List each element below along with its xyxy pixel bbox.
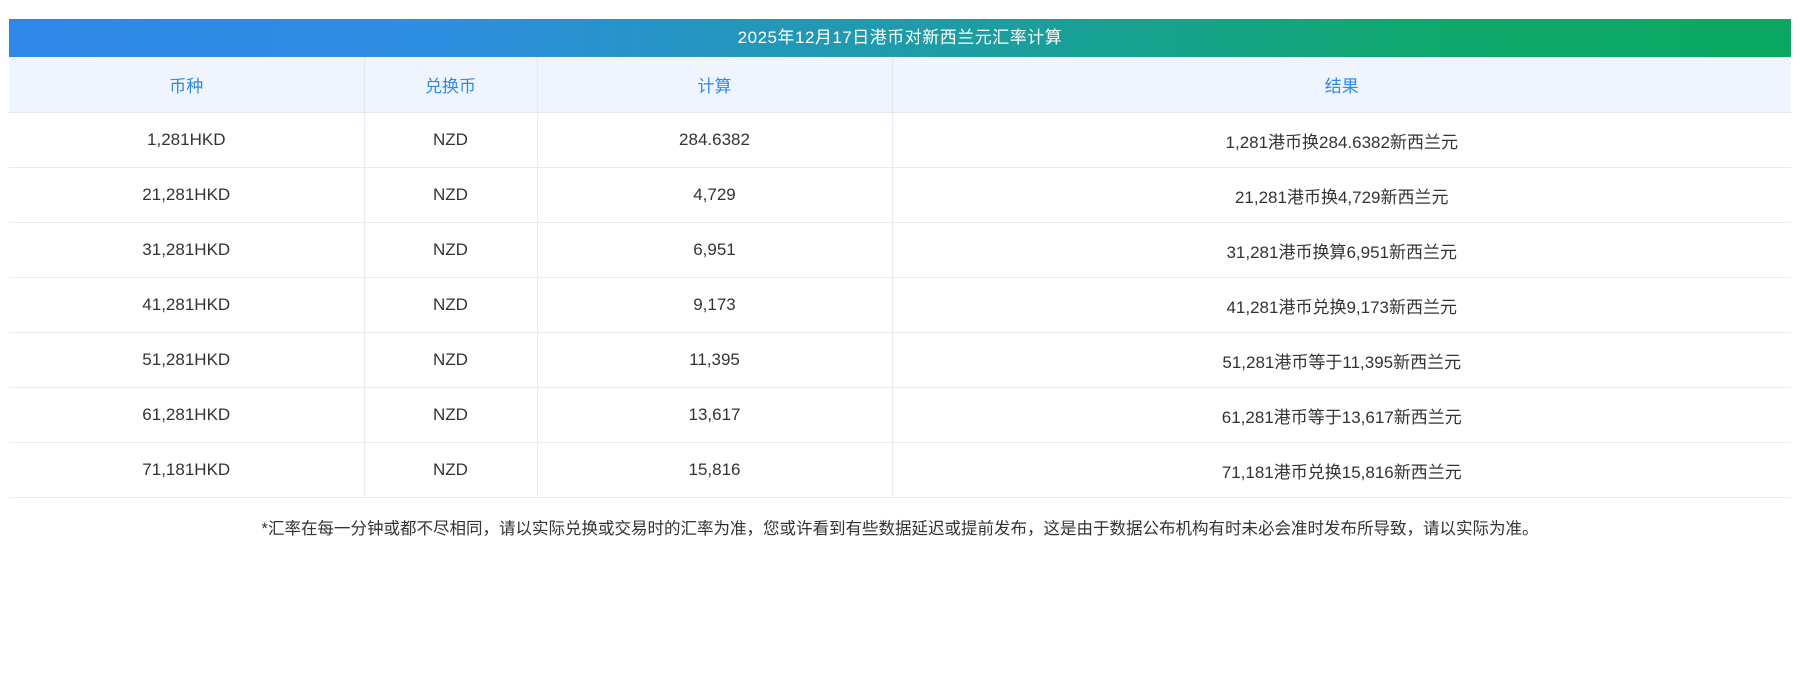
cell-calculation: 4,729: [537, 167, 893, 223]
cell-target-currency: NZD: [364, 222, 538, 278]
cell-result: 51,281港币等于11,395新西兰元: [892, 332, 1791, 388]
column-header-currency: 币种: [9, 57, 365, 113]
cell-result: 61,281港币等于13,617新西兰元: [892, 387, 1791, 443]
cell-target-currency: NZD: [364, 167, 538, 223]
exchange-rate-page: S 南方财富网 outhmoney.com 2025年12月17日港币对新西兰元…: [0, 19, 1800, 691]
cell-currency: 41,281HKD: [9, 277, 365, 333]
footer-disclaimer: *汇率在每一分钟或都不尽相同，请以实际兑换或交易时的汇率为准，您或许看到有些数据…: [261, 520, 1539, 538]
cell-result: 31,281港币换算6,951新西兰元: [892, 222, 1791, 278]
cell-currency: 71,181HKD: [9, 442, 365, 498]
column-header-result: 结果: [892, 57, 1791, 113]
cell-result: 1,281港币换284.6382新西兰元: [892, 112, 1791, 168]
cell-target-currency: NZD: [364, 442, 538, 498]
cell-calculation: 13,617: [537, 387, 893, 443]
cell-target-currency: NZD: [364, 277, 538, 333]
column-header-target-currency: 兑换币: [364, 57, 538, 113]
cell-currency: 61,281HKD: [9, 387, 365, 443]
column-header-calculation: 计算: [537, 57, 893, 113]
table-row: 61,281HKD NZD 13,617 61,281港币等于13,617新西兰…: [9, 387, 1791, 443]
cell-currency: 51,281HKD: [9, 332, 365, 388]
table-row: 1,281HKD NZD 284.6382 1,281港币换284.6382新西…: [9, 112, 1791, 168]
table-row: 41,281HKD NZD 9,173 41,281港币兑换9,173新西兰元: [9, 277, 1791, 333]
table-row: 21,281HKD NZD 4,729 21,281港币换4,729新西兰元: [9, 167, 1791, 223]
exchange-rate-table: 币种 兑换币 计算 结果 1,281HKD NZD 284.6382 1,281…: [9, 57, 1791, 498]
cell-result: 71,181港币兑换15,816新西兰元: [892, 442, 1791, 498]
table-body: 1,281HKD NZD 284.6382 1,281港币换284.6382新西…: [9, 112, 1791, 498]
cell-calculation: 15,816: [537, 442, 893, 498]
cell-currency: 21,281HKD: [9, 167, 365, 223]
cell-currency: 1,281HKD: [9, 112, 365, 168]
cell-target-currency: NZD: [364, 112, 538, 168]
table-header: 币种 兑换币 计算 结果: [9, 57, 1791, 113]
cell-calculation: 284.6382: [537, 112, 893, 168]
cell-target-currency: NZD: [364, 387, 538, 443]
cell-calculation: 11,395: [537, 332, 893, 388]
cell-calculation: 6,951: [537, 222, 893, 278]
cell-target-currency: NZD: [364, 332, 538, 388]
table-row: 51,281HKD NZD 11,395 51,281港币等于11,395新西兰…: [9, 332, 1791, 388]
page-title: 2025年12月17日港币对新西兰元汇率计算: [9, 19, 1791, 57]
cell-currency: 31,281HKD: [9, 222, 365, 278]
cell-result: 41,281港币兑换9,173新西兰元: [892, 277, 1791, 333]
table-row: 31,281HKD NZD 6,951 31,281港币换算6,951新西兰元: [9, 222, 1791, 278]
cell-result: 21,281港币换4,729新西兰元: [892, 167, 1791, 223]
cell-calculation: 9,173: [537, 277, 893, 333]
rate-table-container: 2025年12月17日港币对新西兰元汇率计算 币种 兑换币 计算 结果 1,28…: [9, 19, 1791, 498]
table-row: 71,181HKD NZD 15,816 71,181港币兑换15,816新西兰…: [9, 442, 1791, 498]
table-header-row: 币种 兑换币 计算 结果: [9, 57, 1791, 113]
